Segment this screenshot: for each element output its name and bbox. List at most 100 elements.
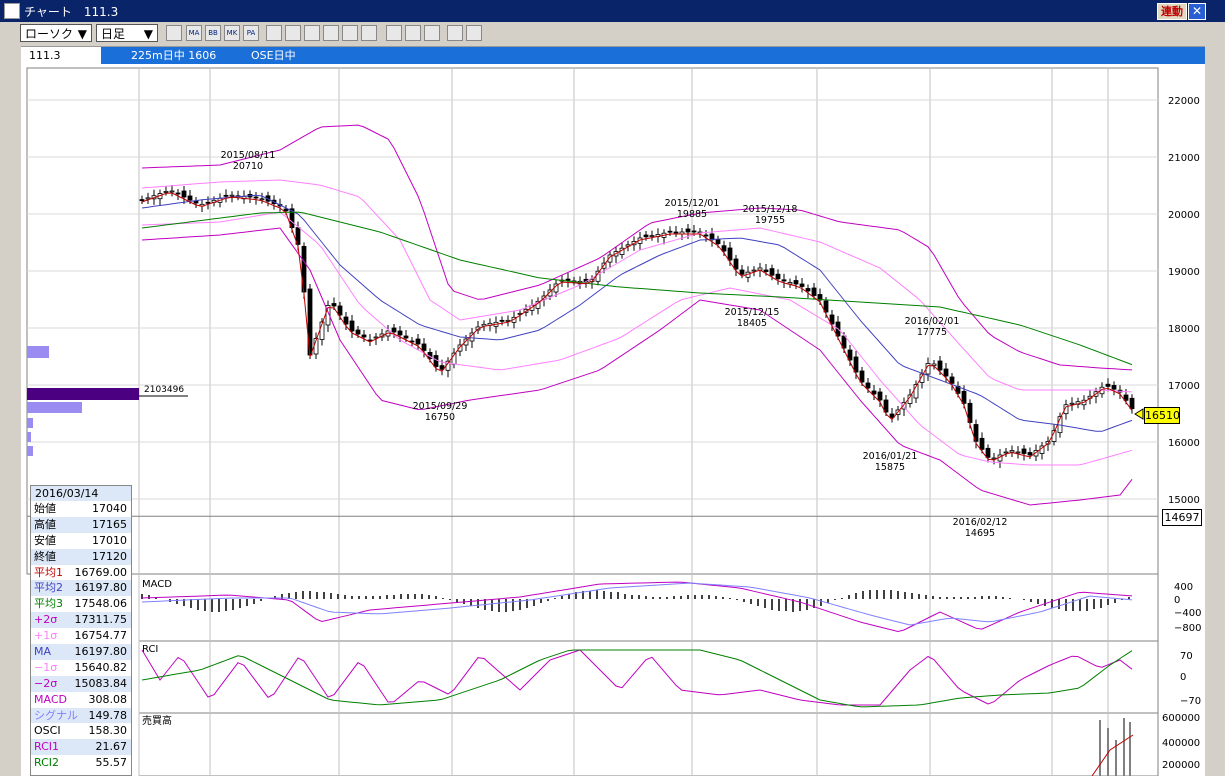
period-select[interactable]: 日足 ▼ (96, 24, 158, 42)
candle (421, 343, 427, 351)
data-panel-label: 高値 (34, 517, 56, 531)
candle (919, 373, 925, 383)
crosshair-price-badge: 14697 (1162, 509, 1202, 526)
candle (361, 334, 367, 338)
data-panel-row: 高値 17165 (31, 516, 131, 533)
current-price-badge: 16510 (1144, 407, 1180, 424)
candle (163, 191, 169, 193)
data-panel-value: 15083.84 (74, 676, 128, 690)
price-axis-label: 15000 (1168, 495, 1200, 506)
volume-profile-bar (27, 432, 31, 442)
annotation-price: 19755 (755, 215, 785, 226)
candle (715, 239, 721, 245)
candle (349, 320, 355, 332)
candle (685, 228, 691, 233)
window-code: 111.3 (83, 5, 119, 19)
data-panel-row: 平均2 16197.80 (31, 580, 131, 597)
data-panel-label: −2σ (34, 676, 58, 690)
calc-icon[interactable] (342, 25, 358, 41)
candle (943, 368, 949, 377)
data-panel-value: 16769.00 (74, 565, 128, 579)
candle (355, 329, 361, 335)
data-panel-value: 16197.80 (74, 581, 128, 595)
candle (883, 399, 889, 413)
volume-profile-bar (27, 418, 33, 428)
candle (439, 365, 445, 370)
fibonacci-icon[interactable] (466, 25, 482, 41)
candle (739, 269, 745, 275)
data-panel-label: シグナル (34, 708, 78, 722)
settings-icon[interactable] (447, 25, 463, 41)
candle (565, 278, 571, 281)
candle (1003, 451, 1009, 454)
data-panel-label: −1σ (34, 660, 58, 674)
data-panel-value: 15640.82 (74, 660, 128, 674)
macd-axis-label: −800 (1174, 623, 1201, 634)
pa-tool-button[interactable]: PA (243, 25, 259, 41)
candle (1009, 450, 1015, 453)
candle (643, 234, 649, 238)
right-scrollbar[interactable] (1205, 46, 1225, 776)
pencil-icon[interactable] (386, 25, 402, 41)
chart-area[interactable] (21, 64, 1205, 776)
info-code: 111.3 (21, 47, 101, 64)
line-style-icon[interactable] (266, 25, 282, 41)
macd-panel-frame (138, 573, 1159, 642)
candle (775, 273, 781, 280)
annotation-date: 2015/09/29 (413, 401, 468, 412)
data-panel-label: 平均3 (34, 597, 63, 611)
rci-panel-frame (138, 640, 1159, 714)
candle (793, 280, 799, 285)
price-axis-label: 19000 (1168, 267, 1200, 278)
rci2-line (141, 649, 1133, 708)
candle (799, 283, 805, 287)
bollinger-lower2-line (141, 227, 1133, 506)
price-axis-label: 18000 (1168, 324, 1200, 335)
data-panel-label: 始値 (34, 502, 56, 515)
data-panel-row: 平均3 17548.06 (31, 596, 131, 612)
data-panel-label: +2σ (34, 613, 58, 627)
table-icon[interactable] (361, 25, 377, 41)
mk-tool-button[interactable]: MK (224, 25, 240, 41)
chart-type-select[interactable]: ローソク ▼ (20, 24, 92, 42)
macd-line (141, 581, 1133, 633)
bb-tool-button[interactable]: BB (205, 25, 221, 41)
candle (727, 247, 733, 261)
candle (415, 338, 421, 345)
data-panel-label: 平均2 (34, 581, 63, 595)
candle (607, 254, 613, 263)
pointer-icon[interactable] (405, 25, 421, 41)
candle (871, 390, 877, 395)
candle (205, 201, 211, 204)
data-panel-label: RCI1 (34, 740, 60, 754)
candle (463, 338, 469, 346)
volume-profile-bar (27, 388, 139, 400)
annotation-price: 20710 (233, 161, 263, 172)
candle (337, 305, 343, 316)
data-panel: 2016/03/14 始値 17040 高値 17165 安値 17010 終値 17120 平… (30, 485, 132, 776)
candle (547, 289, 553, 297)
macd-axis-label: 400 (1174, 582, 1193, 593)
eraser-icon[interactable] (424, 25, 440, 41)
volume-profile-bar (27, 346, 49, 358)
link-button[interactable]: 連動 (1157, 3, 1187, 20)
candle (769, 268, 775, 276)
data-panel-value: 17120 (92, 549, 127, 563)
data-panel-value: 308.08 (88, 692, 128, 706)
candle (667, 230, 673, 233)
close-button[interactable]: ✕ (1188, 3, 1206, 20)
price-axis-label: 20000 (1168, 210, 1200, 221)
candle (979, 437, 985, 450)
chevron-down-icon: ▼ (77, 27, 87, 41)
compare-icon[interactable] (166, 25, 182, 41)
candle (1069, 402, 1075, 405)
data-panel-value: 17548.06 (74, 597, 128, 611)
zoom-icon[interactable] (323, 25, 339, 41)
chevron-down-icon: ▼ (143, 27, 153, 41)
trend-icon[interactable] (285, 25, 301, 41)
annotation-price: 14695 (965, 528, 995, 539)
data-panel-label: 平均1 (34, 565, 63, 579)
cross-icon[interactable] (304, 25, 320, 41)
ma-tool-button[interactable]: MA (186, 25, 202, 41)
